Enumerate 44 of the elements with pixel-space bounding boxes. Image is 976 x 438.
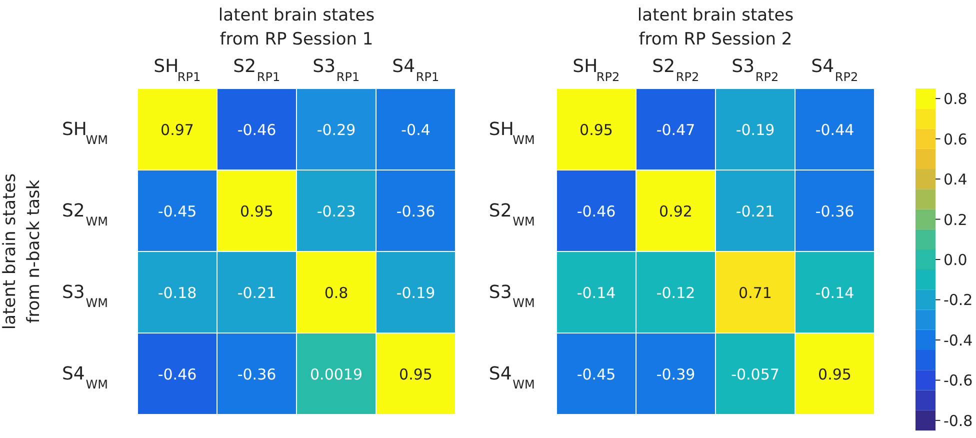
- data-label: -0.19: [396, 284, 436, 302]
- color-bar-label: 0.0: [943, 251, 968, 269]
- color-bar-label: -0.8: [943, 412, 973, 430]
- data-label: -0.36: [815, 202, 854, 220]
- data-label: -0.4: [401, 120, 430, 139]
- data-label: -0.057: [731, 365, 780, 384]
- data-label: -0.46: [158, 365, 197, 384]
- data-label: -0.36: [396, 202, 436, 220]
- data-label: 0.95: [580, 120, 613, 139]
- data-label: -0.29: [316, 120, 356, 139]
- data-label: -0.45: [576, 365, 616, 384]
- chart-title: latent brain states from RP Session 2: [637, 5, 794, 50]
- color-bar-label: -0.2: [943, 291, 973, 310]
- data-label: -0.12: [656, 284, 696, 302]
- data-label: -0.36: [237, 365, 276, 384]
- data-label: 0.97: [160, 120, 194, 139]
- data-label: -0.14: [815, 284, 854, 302]
- data-label: -0.23: [316, 202, 356, 220]
- data-label: -0.19: [736, 120, 775, 139]
- data-label: 0.8: [324, 284, 348, 302]
- color-bar-label: -0.4: [943, 331, 973, 350]
- data-label: -0.47: [656, 120, 696, 139]
- data-label: 0.95: [240, 202, 274, 220]
- data-label: -0.18: [158, 284, 197, 302]
- data-label: -0.21: [237, 284, 276, 302]
- data-label: -0.21: [736, 202, 775, 220]
- data-label: -0.14: [576, 284, 616, 302]
- data-label: -0.39: [656, 365, 696, 384]
- data-label: -0.46: [237, 120, 276, 139]
- chart-title: latent brain states from RP Session 1: [218, 5, 375, 50]
- y-axis-title: latent brain states from n-back task: [0, 173, 44, 330]
- data-label: -0.46: [576, 202, 616, 220]
- color-bar-label: 0.6: [943, 130, 968, 148]
- data-label: 0.0019: [310, 365, 363, 384]
- color-bar-label: 0.4: [943, 170, 968, 189]
- color-bar-label: 0.2: [943, 210, 968, 229]
- data-label: 0.92: [659, 202, 692, 220]
- data-label: 0.71: [738, 284, 772, 302]
- data-label: -0.44: [815, 120, 854, 139]
- color-bar-label: -0.6: [943, 372, 973, 390]
- color-bar-label: 0.8: [943, 90, 968, 108]
- data-label: 0.95: [399, 365, 432, 384]
- data-label: 0.95: [818, 365, 852, 384]
- data-label: -0.45: [158, 202, 197, 220]
